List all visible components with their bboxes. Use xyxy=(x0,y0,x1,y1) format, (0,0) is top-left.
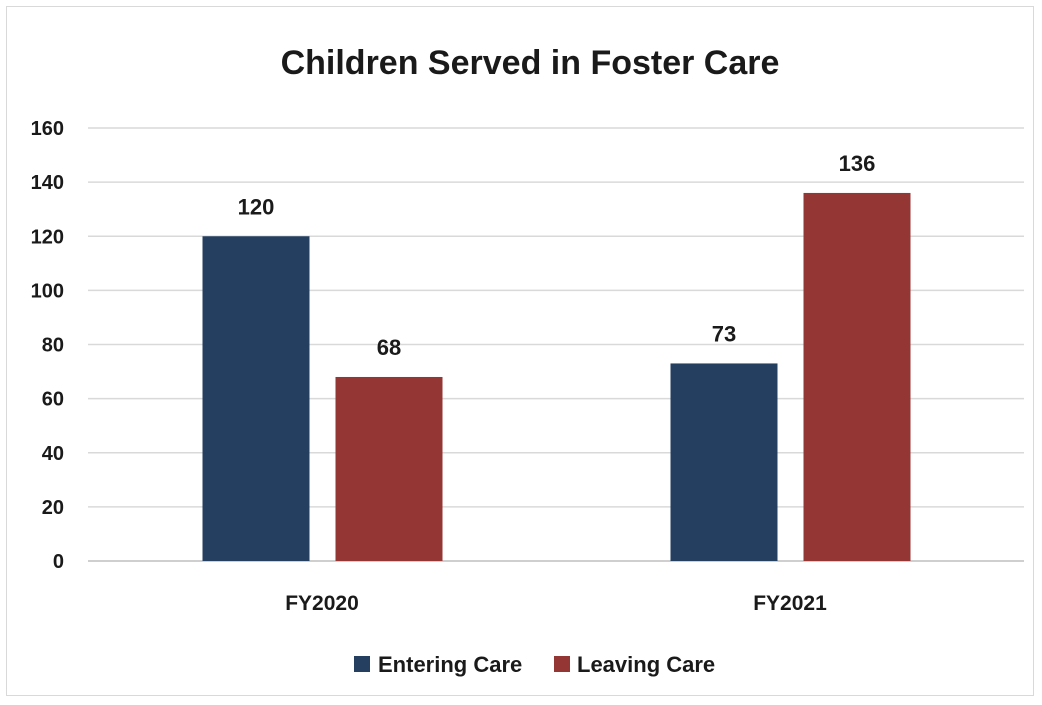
y-tick-label: 40 xyxy=(42,443,64,465)
data-label: 136 xyxy=(839,151,876,176)
legend: Entering Care Leaving Care xyxy=(354,652,715,677)
legend-swatch xyxy=(554,656,570,672)
bar-leaving-care-fy2021 xyxy=(803,192,911,561)
bar-leaving-care-fy2020 xyxy=(335,376,443,561)
y-tick-label: 120 xyxy=(31,226,64,248)
y-tick-label: 60 xyxy=(42,389,64,411)
legend-label: Entering Care xyxy=(378,652,522,677)
chart-title: Children Served in Foster Care xyxy=(281,44,780,82)
y-tick-label: 160 xyxy=(31,118,64,140)
x-category-label: FY2020 xyxy=(285,592,359,615)
x-axis-categories: FY2020 FY2021 xyxy=(285,592,827,615)
y-tick-label: 100 xyxy=(31,280,64,302)
legend-swatch xyxy=(354,656,370,672)
y-tick-label: 20 xyxy=(42,497,64,519)
data-labels: 120 68 73 136 xyxy=(238,151,876,360)
data-label: 68 xyxy=(377,335,401,360)
y-tick-label: 140 xyxy=(31,172,64,194)
y-tick-label: 0 xyxy=(53,551,64,573)
data-label: 120 xyxy=(238,194,275,219)
bars xyxy=(202,192,911,561)
bar-entering-care-fy2020 xyxy=(202,236,310,561)
data-label: 73 xyxy=(712,321,736,346)
legend-label: Leaving Care xyxy=(577,652,715,677)
y-axis-ticks: 0 20 40 60 80 100 120 140 160 xyxy=(31,118,64,573)
bar-entering-care-fy2021 xyxy=(670,363,778,561)
y-tick-label: 80 xyxy=(42,335,64,357)
x-category-label: FY2021 xyxy=(753,592,827,615)
